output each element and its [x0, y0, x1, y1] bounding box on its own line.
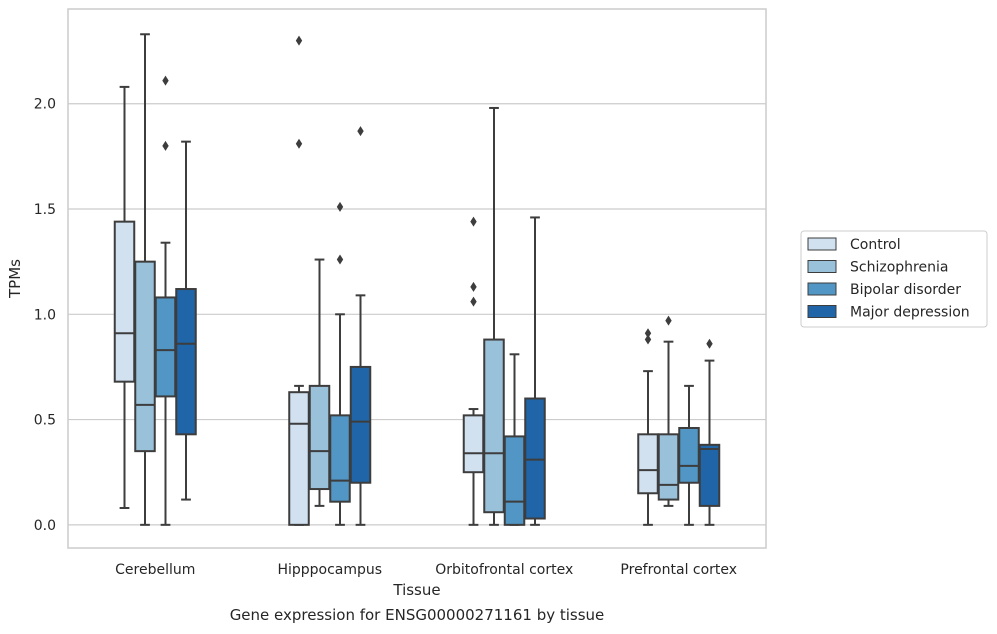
- x-tick-label: Hipppocampus: [277, 562, 382, 578]
- box: [503, 435, 526, 526]
- outlier-point: [644, 328, 652, 339]
- box: [637, 433, 659, 495]
- box: [462, 414, 485, 474]
- outlier-point: [162, 75, 169, 86]
- y-axis-label: TPMs: [6, 259, 24, 299]
- box: [657, 433, 680, 501]
- box: [113, 220, 136, 383]
- legend-label: Control: [850, 237, 901, 253]
- box-group: [524, 216, 546, 526]
- box: [524, 397, 546, 520]
- legend-swatch: [807, 282, 837, 296]
- box: [288, 391, 310, 526]
- outlier-point: [665, 315, 672, 326]
- box: [678, 426, 700, 484]
- y-tick-label: 2.0: [34, 97, 56, 113]
- box-group: [329, 201, 351, 526]
- figure-caption: Gene expression for ENSG00000271161 by t…: [229, 606, 605, 624]
- box: [175, 288, 197, 436]
- box-group: [154, 75, 177, 526]
- box-group: [288, 35, 310, 526]
- plot-frame: [67, 8, 767, 549]
- y-tick-label: 0.5: [34, 413, 56, 429]
- y-tick-label: 1.0: [34, 307, 56, 323]
- box: [483, 338, 505, 514]
- legend-label: Bipolar disorder: [850, 282, 961, 298]
- outlier-point: [470, 296, 477, 307]
- box-group: [175, 140, 197, 501]
- outlier-point: [162, 140, 169, 151]
- outlier-point: [470, 281, 477, 292]
- box: [134, 260, 156, 453]
- y-tick-labels: 0.0 0.5 1.0 1.5 2.0: [34, 97, 56, 534]
- box-group: [113, 85, 136, 509]
- outlier-point: [470, 216, 477, 227]
- outlier-point: [357, 126, 364, 137]
- x-tick-labels: Cerebellum Hipppocampus Orbitofrontal cort…: [115, 562, 737, 578]
- box: [308, 384, 331, 491]
- x-tick-label: Orbitofrontal cortex: [435, 562, 573, 578]
- legend-label: Schizophrenia: [850, 260, 948, 276]
- outlier-point: [336, 201, 344, 212]
- outlier-point: [295, 35, 303, 46]
- legend-label: Major depression: [850, 305, 970, 321]
- box: [349, 365, 372, 484]
- y-tick-label: 1.5: [34, 202, 56, 218]
- legend-swatch: [807, 305, 837, 318]
- legend-frame: [800, 230, 988, 328]
- legend: Control Schizophrenia Bipolar disorder Majo…: [800, 230, 988, 328]
- box-group: [678, 384, 700, 526]
- box-group: [637, 328, 659, 526]
- x-tick-label: Prefrontal cortex: [620, 562, 737, 578]
- box-group: [483, 106, 505, 526]
- outlier-point: [644, 334, 652, 345]
- boxes-layer: [113, 33, 721, 526]
- x-tick-label: Cerebellum: [115, 562, 195, 578]
- box-group: [462, 216, 485, 526]
- box-group: [349, 126, 372, 526]
- box-group: [308, 258, 331, 507]
- box-group: [657, 315, 680, 507]
- box-group: [503, 353, 526, 526]
- y-tick-label: 0.0: [34, 518, 56, 534]
- box-group: [134, 33, 156, 526]
- box: [154, 296, 177, 398]
- outlier-point: [706, 338, 713, 349]
- outlier-point: [336, 254, 344, 265]
- box-group: [698, 338, 721, 526]
- outlier-point: [295, 138, 303, 149]
- legend-swatch: [807, 237, 837, 251]
- x-axis-label: Tissue: [392, 581, 440, 599]
- box: [698, 443, 721, 507]
- box: [329, 414, 351, 503]
- legend-swatch: [807, 260, 837, 273]
